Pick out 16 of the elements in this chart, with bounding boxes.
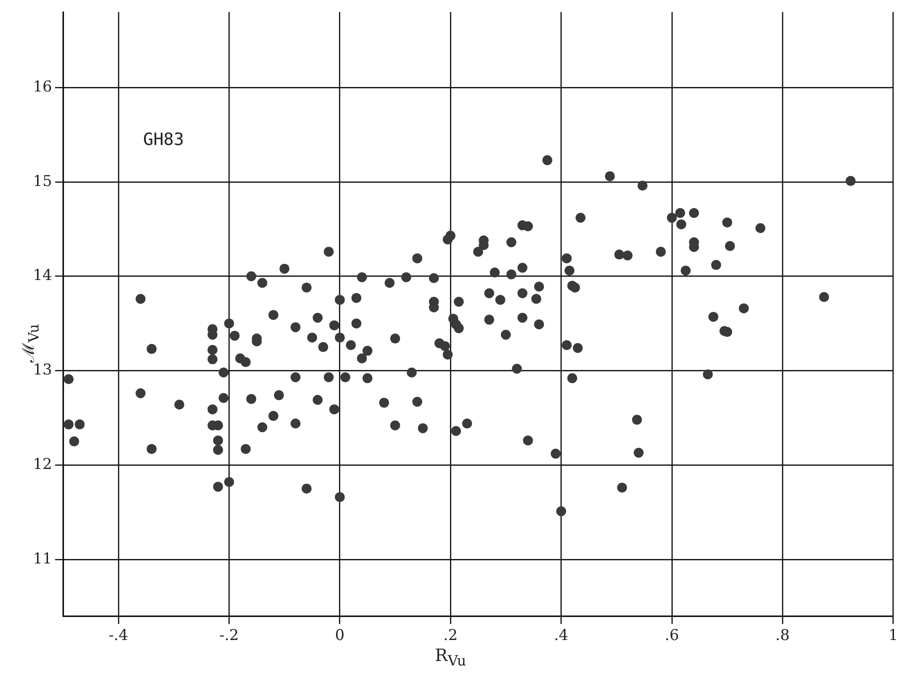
x-tick-label: 0: [335, 626, 345, 644]
x-tick-label: .2: [443, 626, 458, 644]
y-tick-label: 16: [32, 77, 52, 96]
y-tick-label: 14: [32, 266, 52, 284]
annotation: GH83: [143, 130, 184, 150]
y-tick-label: 12: [32, 454, 52, 473]
y-tick-label: 13: [32, 360, 52, 379]
x-tick-label: .4: [554, 626, 568, 644]
x-tick-label: -.2: [219, 626, 239, 644]
x-axis-title: R$_{Vu}$: [434, 646, 468, 670]
y-tick-label: 11: [32, 549, 52, 568]
x-tick-label: .8: [775, 626, 790, 644]
x-tick-label: .6: [664, 626, 680, 644]
x-tick-label: -.4: [108, 626, 128, 644]
x-tick-label: 1: [888, 626, 898, 644]
y-tick-label: 15: [32, 172, 52, 190]
